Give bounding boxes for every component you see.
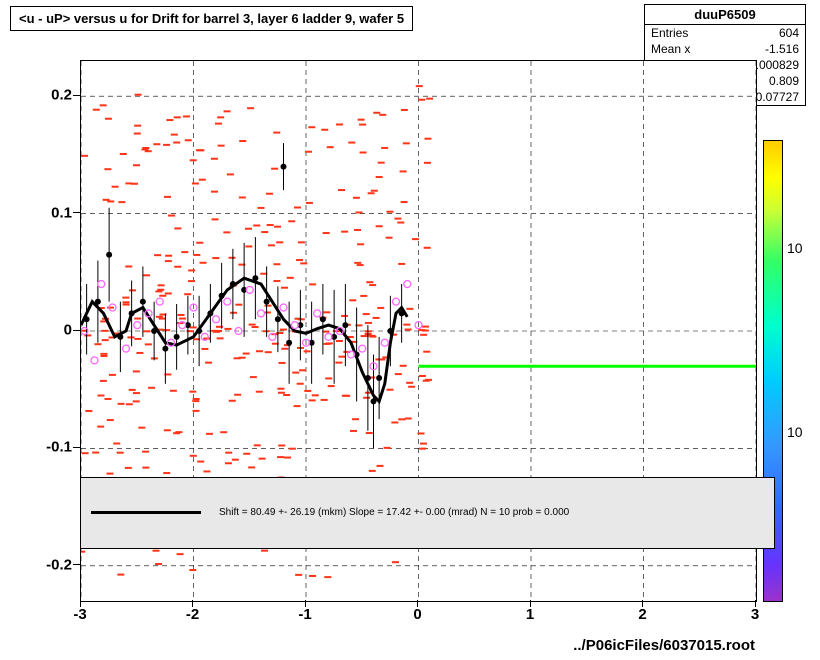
x-tick — [305, 600, 306, 607]
x-tick-label: -1 — [298, 606, 311, 623]
colorbar-tick-label: 10 — [787, 240, 803, 256]
y-tick-label: 0 — [64, 322, 72, 339]
stats-name: duuP6509 — [645, 5, 805, 25]
x-tick-label: 0 — [413, 606, 421, 623]
y-tick — [73, 330, 80, 331]
footer-filepath: ../P06icFiles/6037015.root — [573, 637, 755, 654]
x-tick — [755, 600, 756, 607]
x-tick — [192, 600, 193, 607]
x-tick — [642, 600, 643, 607]
fit-legend: Shift = 80.49 +- 26.19 (mkm) Slope = 17.… — [80, 477, 775, 549]
chart-title-text: <u - uP> versus u for Drift for barrel 3… — [19, 11, 404, 26]
chart-title: <u - uP> versus u for Drift for barrel 3… — [10, 6, 413, 31]
stats-row: Mean x-1.516 — [645, 41, 805, 57]
legend-line-sample — [91, 511, 201, 514]
stats-row: Entries604 — [645, 25, 805, 41]
x-tick-label: 1 — [526, 606, 534, 623]
y-tick — [73, 564, 80, 565]
y-tick-label: -0.1 — [46, 439, 72, 456]
x-tick-label: -2 — [186, 606, 199, 623]
y-tick — [73, 212, 80, 213]
x-tick-label: -3 — [73, 606, 86, 623]
x-tick-label: 2 — [638, 606, 646, 623]
x-tick — [530, 600, 531, 607]
legend-text: Shift = 80.49 +- 26.19 (mkm) Slope = 17.… — [219, 507, 569, 518]
y-tick-label: -0.2 — [46, 556, 72, 573]
colorbar-tick-label: 10 — [787, 424, 803, 440]
x-tick — [417, 600, 418, 607]
x-tick-label: 3 — [751, 606, 759, 623]
x-tick — [80, 600, 81, 607]
y-tick — [73, 447, 80, 448]
y-tick — [73, 95, 80, 96]
y-tick-label: 0.2 — [51, 87, 72, 104]
y-tick-label: 0.1 — [51, 204, 72, 221]
